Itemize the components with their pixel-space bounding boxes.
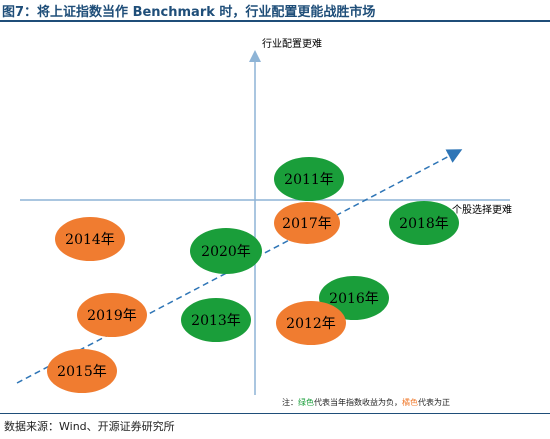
year-bubble-shape [181, 298, 251, 342]
year-bubble-2019: 2019年 [77, 293, 147, 337]
title-divider [0, 20, 550, 22]
data-source: 数据来源：Wind、开源证券研究所 [4, 420, 175, 433]
year-bubble-shape [274, 157, 344, 201]
figure-title: 图7：将上证指数当作 Benchmark 时，行业配置更能战胜市场 [2, 5, 376, 20]
year-bubble-2012: 2012年 [276, 301, 346, 345]
year-label: 2011年 [284, 172, 334, 188]
year-bubble-2013: 2013年 [181, 298, 251, 342]
y-axis-label: 行业配置更难 [262, 37, 322, 50]
year-bubble-shape [274, 202, 340, 244]
year-label: 2017年 [282, 216, 332, 232]
note-middle: 代表当年指数收益为负， [314, 397, 402, 407]
year-bubble-shape [77, 293, 147, 337]
note-orange-word: 橘色 [402, 397, 418, 407]
year-label: 2016年 [329, 291, 379, 307]
note-prefix: 注： [282, 397, 298, 407]
year-label: 2014年 [65, 232, 115, 248]
year-bubble-2014: 2014年 [55, 217, 125, 261]
trend-arrow [16, 149, 463, 384]
year-bubble-2017: 2017年 [274, 202, 340, 244]
year-bubble-2011: 2011年 [274, 157, 344, 201]
note-suffix: 代表为正 [418, 397, 450, 407]
year-bubble-shape [276, 301, 346, 345]
year-label: 2012年 [286, 316, 336, 332]
year-label: 2018年 [399, 216, 449, 232]
year-bubble-shape [55, 217, 125, 261]
year-label: 2019年 [87, 308, 137, 324]
year-label: 2013年 [191, 313, 241, 329]
note-green-word: 绿色 [298, 397, 314, 407]
year-bubble-shape [389, 201, 459, 245]
year-bubble-2015: 2015年 [47, 349, 117, 393]
year-bubble-2018: 2018年 [389, 201, 459, 245]
year-label: 2020年 [201, 244, 251, 260]
year-bubble-2020: 2020年 [190, 228, 262, 274]
year-label: 2015年 [57, 364, 107, 380]
year-bubble-shape [47, 349, 117, 393]
legend-note: 注：绿色代表当年指数收益为负，橘色代表为正 [282, 397, 450, 407]
figure-header: 图7：将上证指数当作 Benchmark 时，行业配置更能战胜市场 [0, 0, 550, 22]
footer-divider [0, 413, 550, 414]
year-bubble-shape [190, 228, 262, 274]
x-axis-label: 个股选择更难 [452, 203, 512, 216]
